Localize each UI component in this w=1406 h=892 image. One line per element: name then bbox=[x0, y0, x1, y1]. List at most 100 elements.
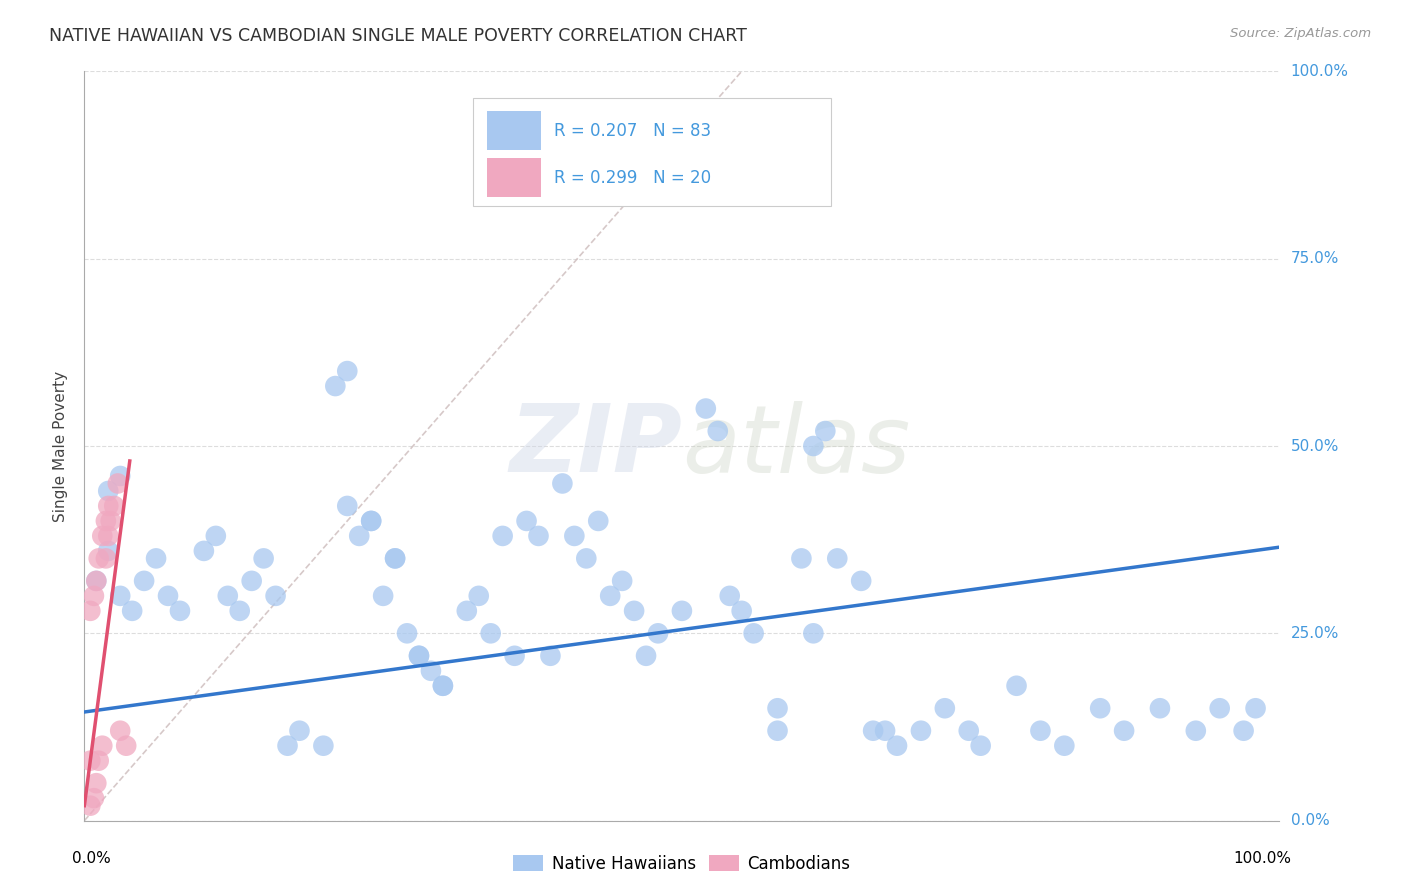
Point bbox=[957, 723, 980, 738]
Point bbox=[87, 754, 110, 768]
FancyBboxPatch shape bbox=[472, 97, 831, 206]
Point bbox=[492, 529, 515, 543]
Point bbox=[83, 589, 105, 603]
Point bbox=[814, 424, 837, 438]
Point bbox=[1233, 723, 1256, 738]
Text: 75.0%: 75.0% bbox=[1291, 252, 1339, 266]
Point bbox=[132, 574, 156, 588]
Text: 50.0%: 50.0% bbox=[1291, 439, 1339, 453]
Point bbox=[277, 739, 299, 753]
Point bbox=[1185, 723, 1208, 738]
Point bbox=[612, 574, 634, 588]
Point bbox=[110, 589, 132, 603]
Point bbox=[851, 574, 873, 588]
Text: Source: ZipAtlas.com: Source: ZipAtlas.com bbox=[1230, 27, 1371, 40]
Point bbox=[79, 754, 101, 768]
Point bbox=[97, 483, 120, 498]
Point bbox=[731, 604, 754, 618]
Point bbox=[575, 551, 598, 566]
Point bbox=[87, 551, 110, 566]
Point bbox=[121, 604, 143, 618]
Point bbox=[79, 798, 101, 813]
Point bbox=[803, 626, 825, 640]
Text: NATIVE HAWAIIAN VS CAMBODIAN SINGLE MALE POVERTY CORRELATION CHART: NATIVE HAWAIIAN VS CAMBODIAN SINGLE MALE… bbox=[49, 27, 747, 45]
Point bbox=[636, 648, 658, 663]
Point bbox=[707, 424, 730, 438]
Point bbox=[97, 544, 120, 558]
FancyBboxPatch shape bbox=[486, 112, 541, 150]
Point bbox=[527, 529, 550, 543]
Point bbox=[205, 529, 228, 543]
Point bbox=[886, 739, 908, 753]
Point bbox=[360, 514, 382, 528]
Point bbox=[1209, 701, 1232, 715]
Point bbox=[408, 648, 430, 663]
Point bbox=[862, 723, 884, 738]
Point bbox=[970, 739, 993, 753]
Point bbox=[103, 499, 125, 513]
Point bbox=[94, 514, 117, 528]
Text: R = 0.299   N = 20: R = 0.299 N = 20 bbox=[554, 169, 711, 186]
Point bbox=[588, 514, 610, 528]
Point bbox=[766, 723, 789, 738]
Point bbox=[432, 679, 454, 693]
Point bbox=[1244, 701, 1267, 715]
Point bbox=[718, 589, 741, 603]
Point bbox=[516, 514, 538, 528]
Point bbox=[384, 551, 406, 566]
Point bbox=[336, 364, 359, 378]
Point bbox=[325, 379, 347, 393]
Point bbox=[288, 723, 311, 738]
Point bbox=[349, 529, 371, 543]
Point bbox=[1149, 701, 1171, 715]
Text: 100.0%: 100.0% bbox=[1291, 64, 1348, 78]
Point bbox=[110, 469, 132, 483]
Point bbox=[910, 723, 932, 738]
Point bbox=[671, 604, 693, 618]
Point bbox=[408, 648, 430, 663]
Point bbox=[790, 551, 813, 566]
Point bbox=[1029, 723, 1052, 738]
Point bbox=[360, 514, 382, 528]
Point bbox=[91, 529, 114, 543]
Point bbox=[240, 574, 263, 588]
Point bbox=[396, 626, 419, 640]
Point bbox=[875, 723, 897, 738]
Text: ZIP: ZIP bbox=[509, 400, 682, 492]
Point bbox=[564, 529, 586, 543]
Legend: Native Hawaiians, Cambodians: Native Hawaiians, Cambodians bbox=[506, 848, 858, 880]
Point bbox=[264, 589, 287, 603]
Text: 0.0%: 0.0% bbox=[73, 851, 111, 865]
Point bbox=[107, 476, 129, 491]
Point bbox=[91, 739, 114, 753]
Point bbox=[94, 551, 117, 566]
Text: 25.0%: 25.0% bbox=[1291, 626, 1339, 640]
Point bbox=[623, 604, 645, 618]
Point bbox=[1114, 723, 1136, 738]
Point bbox=[803, 439, 825, 453]
Point bbox=[312, 739, 335, 753]
Point bbox=[86, 574, 108, 588]
Point bbox=[479, 626, 502, 640]
FancyBboxPatch shape bbox=[486, 158, 541, 197]
Point bbox=[145, 551, 167, 566]
Point bbox=[373, 589, 395, 603]
Point bbox=[384, 551, 406, 566]
Point bbox=[647, 626, 669, 640]
Point bbox=[169, 604, 191, 618]
Point bbox=[1053, 739, 1076, 753]
Point bbox=[695, 401, 717, 416]
Text: atlas: atlas bbox=[682, 401, 910, 491]
Text: 0.0%: 0.0% bbox=[1291, 814, 1329, 828]
Point bbox=[420, 664, 443, 678]
Point bbox=[217, 589, 239, 603]
Point bbox=[456, 604, 478, 618]
Point bbox=[1090, 701, 1112, 715]
Point bbox=[1005, 679, 1028, 693]
Point bbox=[97, 499, 120, 513]
Point bbox=[86, 574, 108, 588]
Point bbox=[934, 701, 956, 715]
Point bbox=[157, 589, 180, 603]
Point bbox=[83, 791, 105, 805]
Text: 100.0%: 100.0% bbox=[1233, 851, 1292, 865]
